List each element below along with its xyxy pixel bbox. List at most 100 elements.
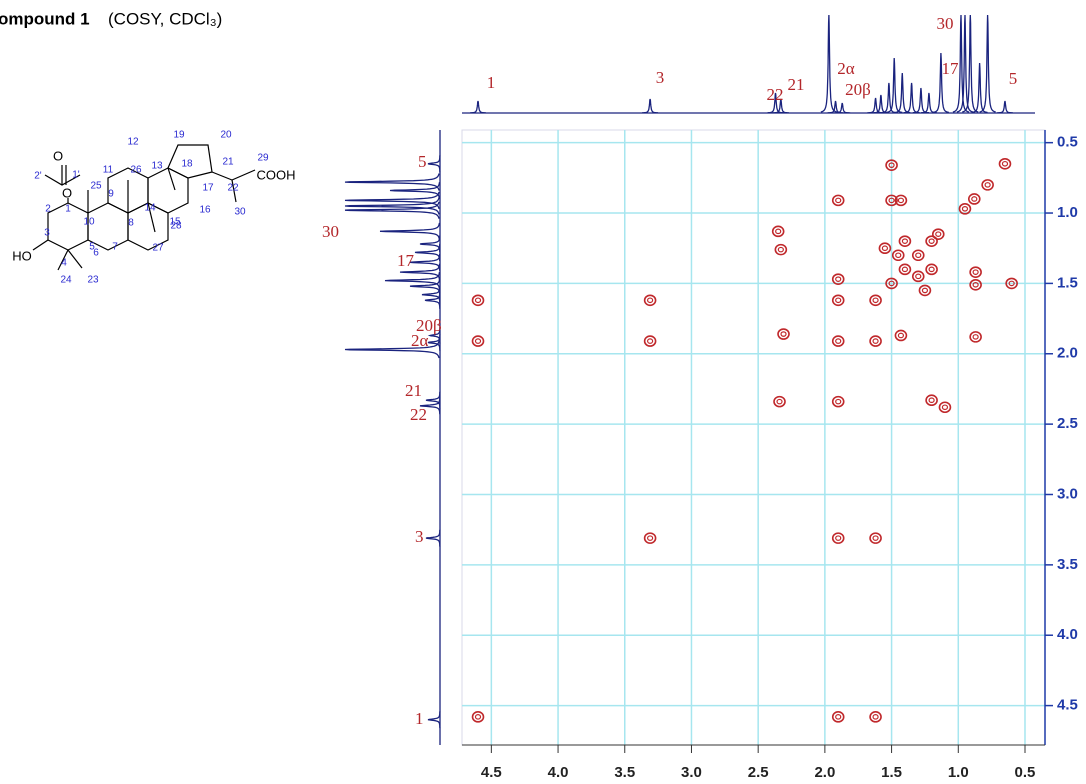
contour — [928, 266, 935, 273]
contour — [831, 395, 845, 408]
top-peak — [827, 100, 844, 114]
peak-label: 30 — [322, 222, 339, 241]
contour — [647, 297, 654, 304]
y-tick-label: 2.5 — [1057, 415, 1078, 432]
left-peak — [427, 334, 441, 351]
atom-label: 10 — [83, 217, 95, 228]
contour — [474, 714, 482, 720]
atom-label: 28 — [170, 221, 182, 232]
contour — [898, 263, 912, 276]
cross-peak — [938, 401, 952, 414]
contour — [835, 714, 842, 720]
cross-peak — [958, 203, 972, 215]
contour — [869, 294, 882, 307]
atom-label: 15 — [169, 217, 181, 228]
top-peak — [952, 14, 970, 113]
y-tick-label: 4.5 — [1057, 697, 1078, 714]
cross-peak — [471, 294, 485, 307]
title: ompound 1 — [0, 9, 90, 28]
cross-peak — [773, 395, 786, 408]
contour — [831, 335, 845, 347]
contour — [831, 273, 845, 285]
contour — [835, 398, 842, 405]
cross-peak — [969, 331, 982, 343]
peak-label: 5 — [1009, 69, 1018, 88]
contour — [647, 535, 654, 541]
top-peak — [997, 100, 1013, 114]
cross-peak — [885, 194, 898, 207]
atom-label: 13 — [151, 161, 163, 172]
contour — [643, 335, 657, 347]
top-peak — [912, 87, 930, 114]
contour — [831, 711, 845, 723]
cross-peak — [471, 711, 485, 723]
contour — [872, 297, 879, 304]
peak-label: 1 — [487, 73, 496, 92]
contour — [941, 404, 949, 411]
cross-peak — [831, 273, 845, 285]
y-tick-label: 0.5 — [1057, 134, 1078, 151]
atom-label: COOH — [257, 167, 296, 182]
contour — [958, 203, 972, 215]
contour — [771, 225, 785, 238]
left-peak — [344, 197, 440, 215]
contour — [643, 294, 657, 307]
atom-label: 19 — [173, 130, 185, 141]
atom-label: 7 — [112, 242, 118, 253]
cross-peak — [771, 225, 785, 238]
subtitle: (COSY, CDCl₃) — [108, 9, 222, 28]
atom-label: 21 — [222, 157, 234, 168]
contour — [969, 279, 982, 291]
contour — [774, 243, 788, 256]
cross-peak — [869, 335, 882, 347]
contour — [918, 284, 932, 297]
atom-label: 3 — [44, 228, 50, 239]
left-peak — [419, 397, 441, 415]
contour — [969, 331, 982, 343]
contour — [935, 231, 942, 237]
contour — [777, 246, 784, 253]
peak-label: 5 — [418, 152, 427, 171]
top-peak — [820, 14, 838, 113]
contour — [931, 228, 945, 240]
contour — [894, 329, 908, 342]
cross-peak — [898, 263, 912, 276]
cross-peak — [831, 294, 845, 307]
cross-peak — [998, 157, 1012, 170]
contour — [938, 401, 952, 414]
cross-peak — [831, 711, 845, 723]
atom-label: 4 — [61, 258, 67, 269]
top-peak — [979, 14, 996, 113]
atom-label: 14 — [144, 203, 156, 214]
contour — [972, 269, 979, 275]
y-tick-label: 1.5 — [1057, 274, 1078, 291]
cross-peak — [981, 179, 994, 191]
contour — [998, 157, 1012, 170]
contour — [901, 266, 909, 273]
left-peak — [379, 222, 441, 240]
peak-label: 22 — [767, 85, 784, 104]
contour — [971, 196, 978, 202]
x-tick-label: 1.0 — [948, 764, 969, 781]
atom-label: 17 — [202, 183, 214, 194]
contour — [885, 277, 898, 290]
atom-label: 1' — [72, 170, 80, 181]
atom-label: 5 — [89, 242, 95, 253]
contour — [872, 714, 879, 720]
contour — [474, 297, 482, 304]
peak-label: 20β — [845, 80, 871, 99]
left-peak — [421, 286, 441, 304]
top-peak — [872, 94, 889, 114]
top-peak — [642, 98, 659, 114]
contour — [878, 242, 892, 255]
left-peak — [384, 271, 441, 290]
peak-label: 17 — [397, 251, 415, 270]
peak-label: 21 — [788, 75, 805, 94]
left-peak — [425, 391, 441, 409]
top-peak — [885, 57, 903, 114]
contour — [869, 711, 882, 723]
contour — [474, 338, 482, 344]
cross-peak — [891, 249, 905, 262]
contour — [471, 711, 485, 723]
contour — [647, 338, 654, 344]
